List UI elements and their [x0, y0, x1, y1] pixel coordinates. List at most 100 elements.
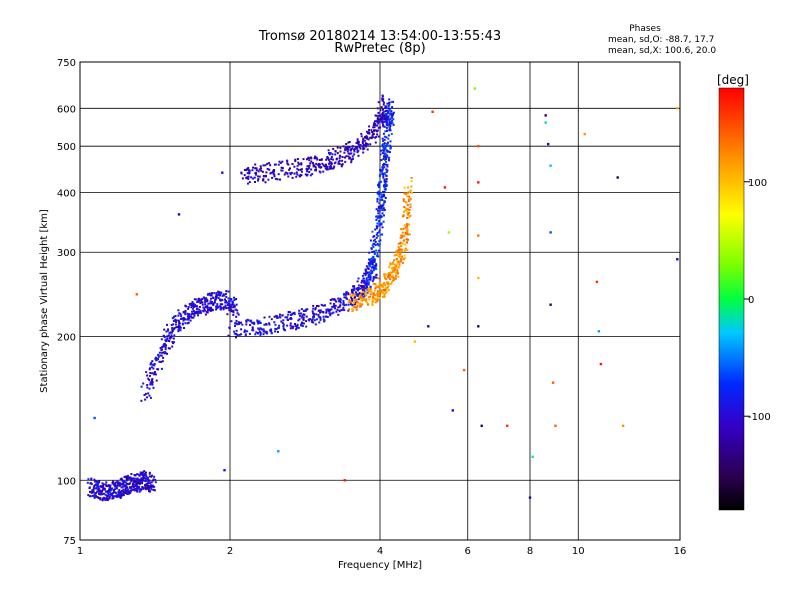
data-point: [355, 147, 358, 150]
data-point: [316, 305, 318, 307]
data-point: [311, 321, 314, 324]
data-point: [382, 220, 385, 223]
data-point: [138, 474, 141, 477]
data-point: [191, 303, 194, 306]
data-point: [322, 315, 325, 318]
data-point: [379, 180, 382, 183]
data-point: [549, 231, 552, 234]
data-point: [172, 328, 175, 331]
data-point: [362, 299, 365, 302]
data-point: [410, 185, 413, 188]
data-point: [336, 152, 339, 155]
data-point: [363, 280, 366, 282]
data-point: [146, 476, 149, 479]
data-point: [388, 156, 391, 159]
data-point: [173, 327, 176, 330]
data-point: [255, 173, 257, 176]
data-point: [251, 321, 254, 324]
data-point: [307, 168, 310, 170]
data-point: [148, 486, 151, 489]
data-point: [204, 297, 207, 300]
data-point: [177, 328, 180, 331]
data-point: [100, 491, 103, 494]
data-point: [296, 158, 299, 160]
data-point: [148, 368, 151, 371]
data-point: [149, 475, 151, 478]
data-point: [386, 117, 388, 120]
data-point: [384, 286, 387, 289]
data-point: [278, 160, 281, 163]
data-point: [373, 298, 376, 301]
data-point: [343, 293, 346, 296]
data-point: [528, 496, 532, 499]
data-point: [276, 331, 279, 333]
data-point: [334, 304, 337, 307]
data-point: [279, 178, 281, 181]
data-point: [138, 482, 141, 485]
data-point: [473, 87, 476, 90]
data-point: [258, 320, 261, 323]
data-point: [374, 287, 377, 290]
data-point: [395, 263, 398, 266]
data-point: [122, 490, 125, 493]
data-point: [126, 482, 129, 485]
data-point: [390, 110, 393, 113]
data-point: [322, 311, 325, 313]
data-point: [168, 340, 171, 343]
data-point: [351, 145, 354, 148]
y-tick-label: 750: [57, 58, 76, 69]
data-point: [246, 168, 249, 171]
data-point: [388, 122, 391, 125]
data-point: [296, 164, 299, 167]
data-point: [259, 334, 262, 337]
data-point: [375, 120, 378, 123]
data-point: [344, 293, 347, 296]
data-point: [158, 351, 161, 354]
data-point: [351, 304, 354, 307]
data-point: [359, 144, 362, 147]
data-point: [236, 312, 239, 315]
data-point: [376, 253, 379, 256]
data-point: [308, 164, 311, 167]
data-point: [338, 300, 341, 303]
data-point: [381, 112, 384, 114]
data-point: [339, 304, 342, 307]
data-point: [108, 488, 111, 491]
data-point: [364, 136, 366, 139]
data-point: [87, 478, 90, 481]
y-tick-label: 100: [57, 476, 76, 487]
data-point: [374, 129, 377, 132]
data-point: [376, 133, 379, 136]
data-point: [396, 249, 399, 252]
data-point: [387, 289, 390, 292]
data-point: [154, 478, 157, 481]
data-point: [334, 150, 337, 153]
data-point: [244, 330, 247, 333]
data-point: [130, 487, 133, 489]
data-point: [378, 285, 381, 288]
data-point: [193, 303, 196, 306]
data-point: [377, 185, 380, 188]
data-point: [378, 244, 381, 247]
data-point: [621, 424, 625, 427]
data-point: [376, 292, 379, 295]
data-point: [365, 298, 368, 300]
data-point: [187, 318, 190, 321]
x-axis-ticks: 1 2 4 6 8 10 16: [77, 546, 687, 557]
x-tick-label: 8: [527, 546, 533, 557]
data-point: [373, 129, 375, 132]
data-point: [409, 197, 412, 200]
data-point: [125, 489, 128, 492]
data-point: [210, 306, 213, 309]
data-point: [356, 140, 359, 143]
data-point: [376, 300, 379, 303]
data-point: [384, 288, 387, 291]
data-point: [480, 424, 483, 427]
data-point: [381, 226, 384, 229]
data-point: [389, 278, 392, 281]
data-point: [101, 484, 104, 487]
data-point: [400, 245, 403, 247]
data-point: [407, 233, 410, 236]
data-point: [383, 135, 386, 138]
data-point: [328, 165, 331, 168]
